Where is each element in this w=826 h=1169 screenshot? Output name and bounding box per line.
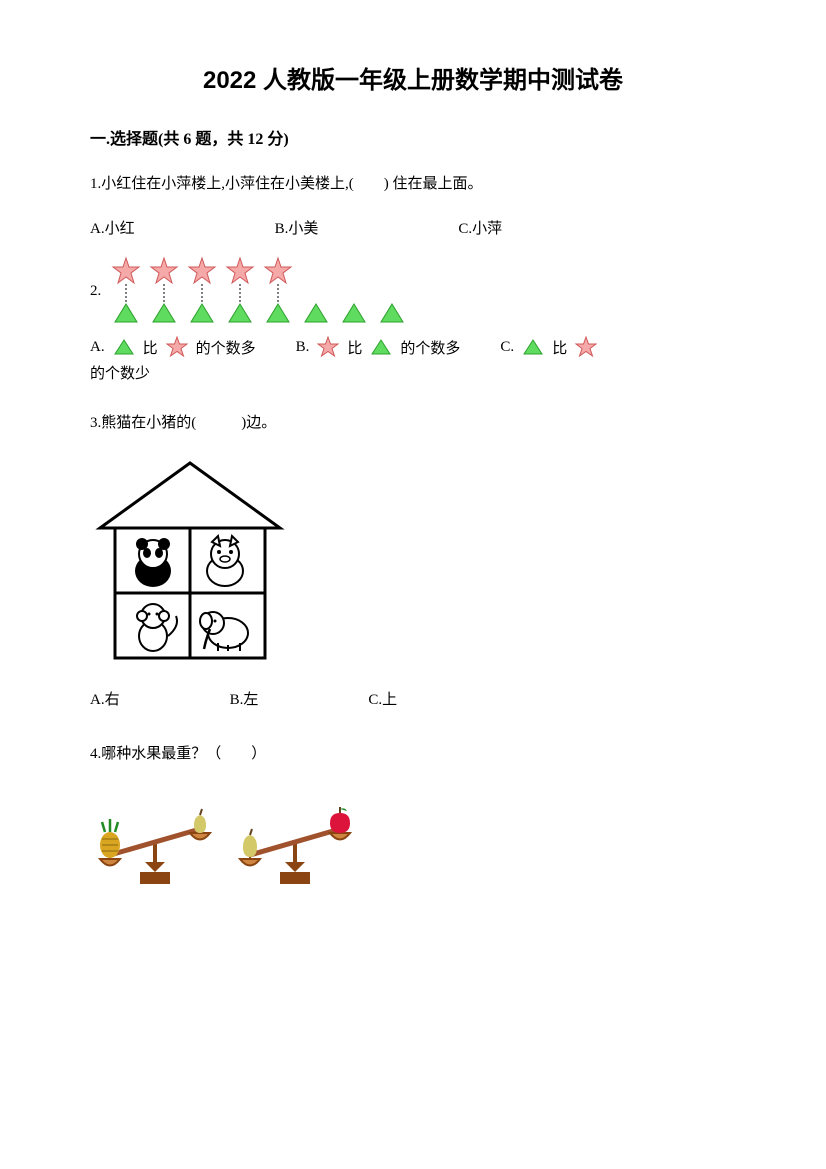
q2-options: A. 比 的个数多 B. 比 的个数多 C. 比 [90,336,736,358]
question-4: 4.哪种水果最重？（ ） [90,739,736,769]
star-icon [575,336,597,358]
q3-opt-b: B.左 [230,688,259,709]
section-header: 一.选择题(共 6 题，共 12 分) [90,125,736,149]
q3-opt-c: C.上 [368,688,397,709]
q3-options: A.右 B.左 C.上 [90,688,736,709]
q2-b-prefix: B. [296,339,310,356]
question-2-figure: 2. [90,256,736,326]
q3-house-figure [90,458,290,668]
star-icon [166,336,188,358]
triangle-icon [113,338,135,356]
q2-b-suffix: 的个数多 [400,337,460,358]
q2-a-prefix: A. [90,339,105,356]
q2-opt-c: C. 比 [500,336,597,358]
question-3: 3.熊猫在小猪的( )边。 [90,408,736,438]
page-title: 2022 人教版一年级上册数学期中测试卷 [90,60,736,95]
q2-b-text: 比 [347,337,362,358]
q2-a-text: 比 [143,337,158,358]
q4-balance-figure [90,787,350,897]
q1-opt-c: C.小萍 [458,217,502,238]
q2-stars-triangles-icon [111,256,451,326]
q3-opt-a: A.右 [90,688,120,709]
q1-opt-b: B.小美 [275,217,319,238]
star-icon [317,336,339,358]
q2-c-text: 比 [552,337,567,358]
q2-label: 2. [90,283,101,300]
q2-continuation: 的个数少 [90,362,736,383]
triangle-icon [522,338,544,356]
question-1: 1.小红住在小萍楼上,小萍住在小美楼上,( ) 住在最上面。 [90,169,736,199]
q1-opt-a: A.小红 [90,217,135,238]
q2-a-suffix: 的个数多 [196,337,256,358]
q2-c-prefix: C. [500,339,514,356]
q2-opt-b: B. 比 的个数多 [296,336,461,358]
triangle-icon [370,338,392,356]
q2-opt-a: A. 比 的个数多 [90,336,256,358]
q1-options: A.小红 B.小美 C.小萍 [90,217,736,238]
